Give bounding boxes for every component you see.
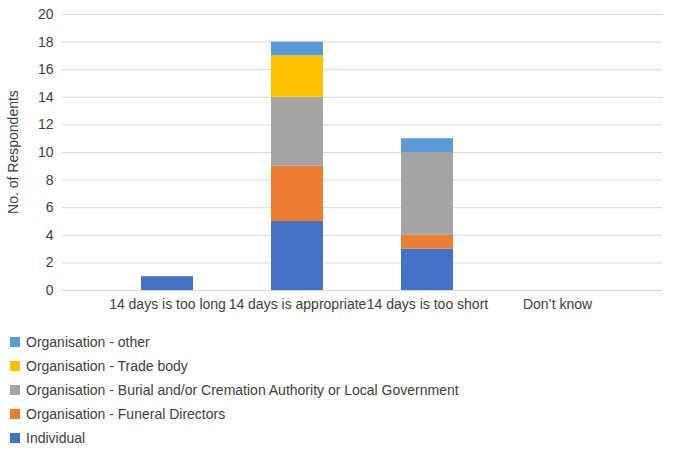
- svg-text:10: 10: [38, 144, 54, 160]
- svg-text:Don’t know: Don’t know: [523, 296, 593, 312]
- svg-text:2: 2: [46, 254, 54, 270]
- svg-text:20: 20: [38, 6, 54, 22]
- svg-text:4: 4: [46, 227, 54, 243]
- svg-text:No. of Respondents: No. of Respondents: [5, 90, 21, 214]
- html-text:Individual: Individual: [26, 430, 86, 446]
- svg-text:14 days is appropriate: 14 days is appropriate: [229, 296, 367, 312]
- svg-text:14 days is too short: 14 days is too short: [367, 296, 489, 312]
- svg-text:0: 0: [46, 282, 54, 298]
- svg-text:18: 18: [38, 34, 54, 50]
- svg-text:16: 16: [38, 61, 54, 77]
- svg-text:12: 12: [38, 116, 54, 132]
- svg-text:8: 8: [46, 172, 54, 188]
- svg-text:14 days is too long: 14 days is too long: [109, 296, 226, 312]
- html-text:Organisation - other: Organisation - other: [26, 334, 150, 350]
- html-text:Organisation - Burial and/or C: Organisation - Burial and/or Cremation A…: [26, 382, 459, 398]
- svg-text:6: 6: [46, 199, 54, 215]
- html-text:Organisation - Funeral Directo: Organisation - Funeral Directors: [26, 406, 226, 422]
- svg-text:14: 14: [38, 89, 54, 105]
- html-text:Organisation - Trade body: Organisation - Trade body: [26, 358, 188, 374]
